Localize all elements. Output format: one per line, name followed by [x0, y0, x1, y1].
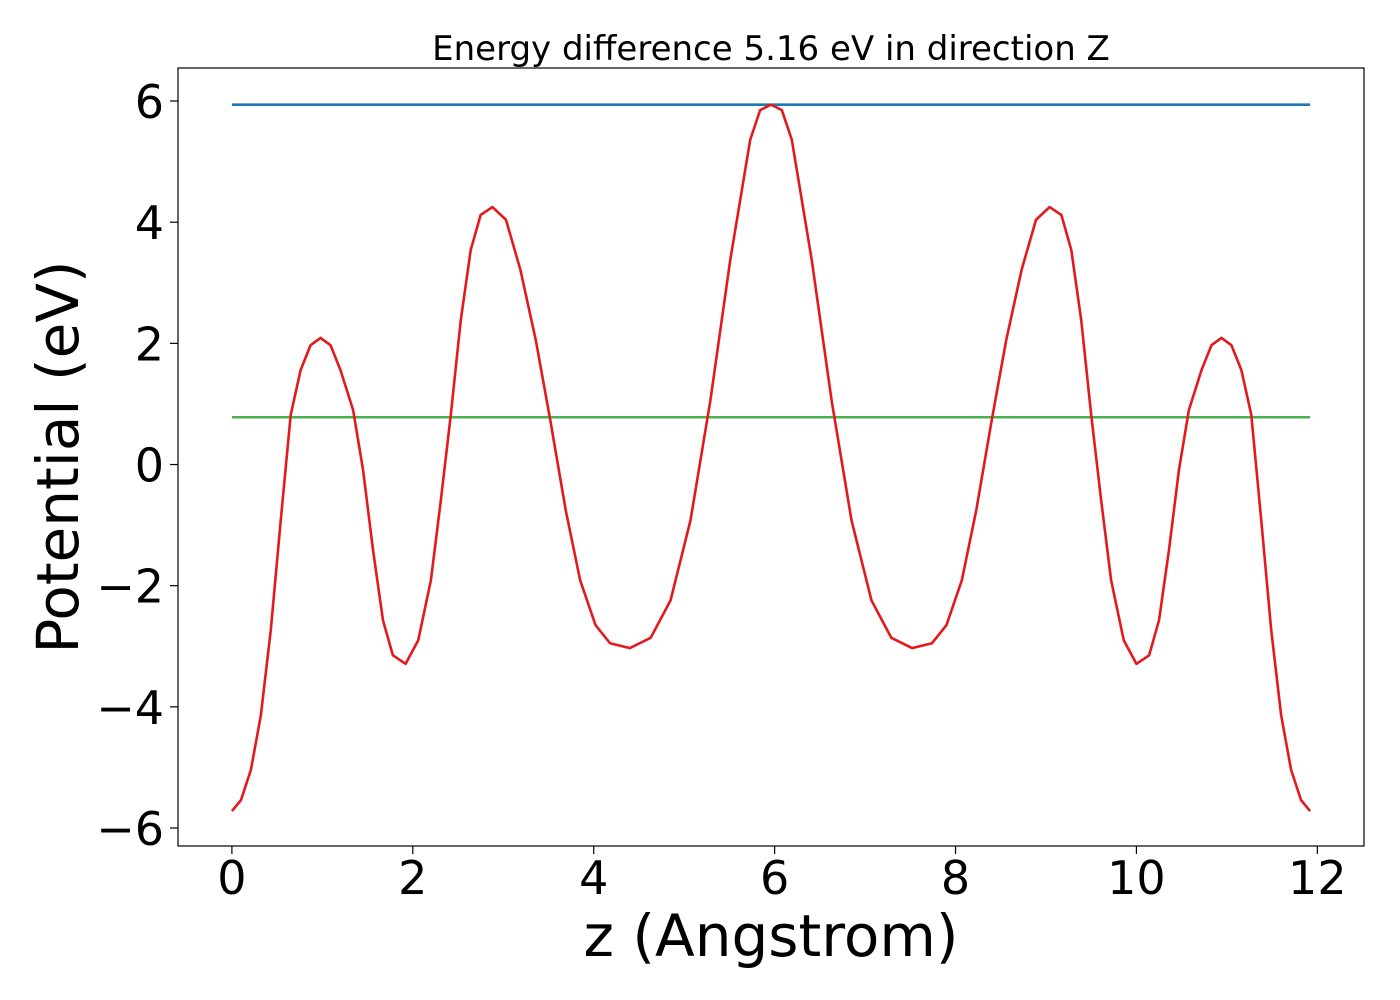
x-tick-label: 2: [398, 851, 427, 905]
x-tick-label: 6: [760, 851, 789, 905]
chart-title: Energy difference 5.16 eV in direction Z: [432, 29, 1110, 69]
x-axis-label: z (Angstrom): [584, 902, 959, 970]
y-tick-label: 6: [135, 75, 164, 129]
y-tick-label: 4: [135, 196, 164, 250]
x-tick-label: 8: [941, 851, 970, 905]
y-tick-label: 2: [135, 317, 164, 371]
y-tick-label: −2: [96, 560, 164, 614]
y-axis-label: Potential (eV): [24, 260, 92, 653]
data-line: [230, 103, 1312, 812]
x-tick-label: 10: [1107, 851, 1166, 905]
y-tick-label: −4: [96, 681, 164, 735]
x-tick-label: 0: [217, 851, 246, 905]
plot-frame: [177, 67, 1365, 847]
y-tick-label: −6: [96, 802, 164, 856]
y-tick-label: 0: [135, 439, 164, 493]
x-tick-label: 12: [1288, 851, 1347, 905]
x-tick-label: 4: [579, 851, 608, 905]
